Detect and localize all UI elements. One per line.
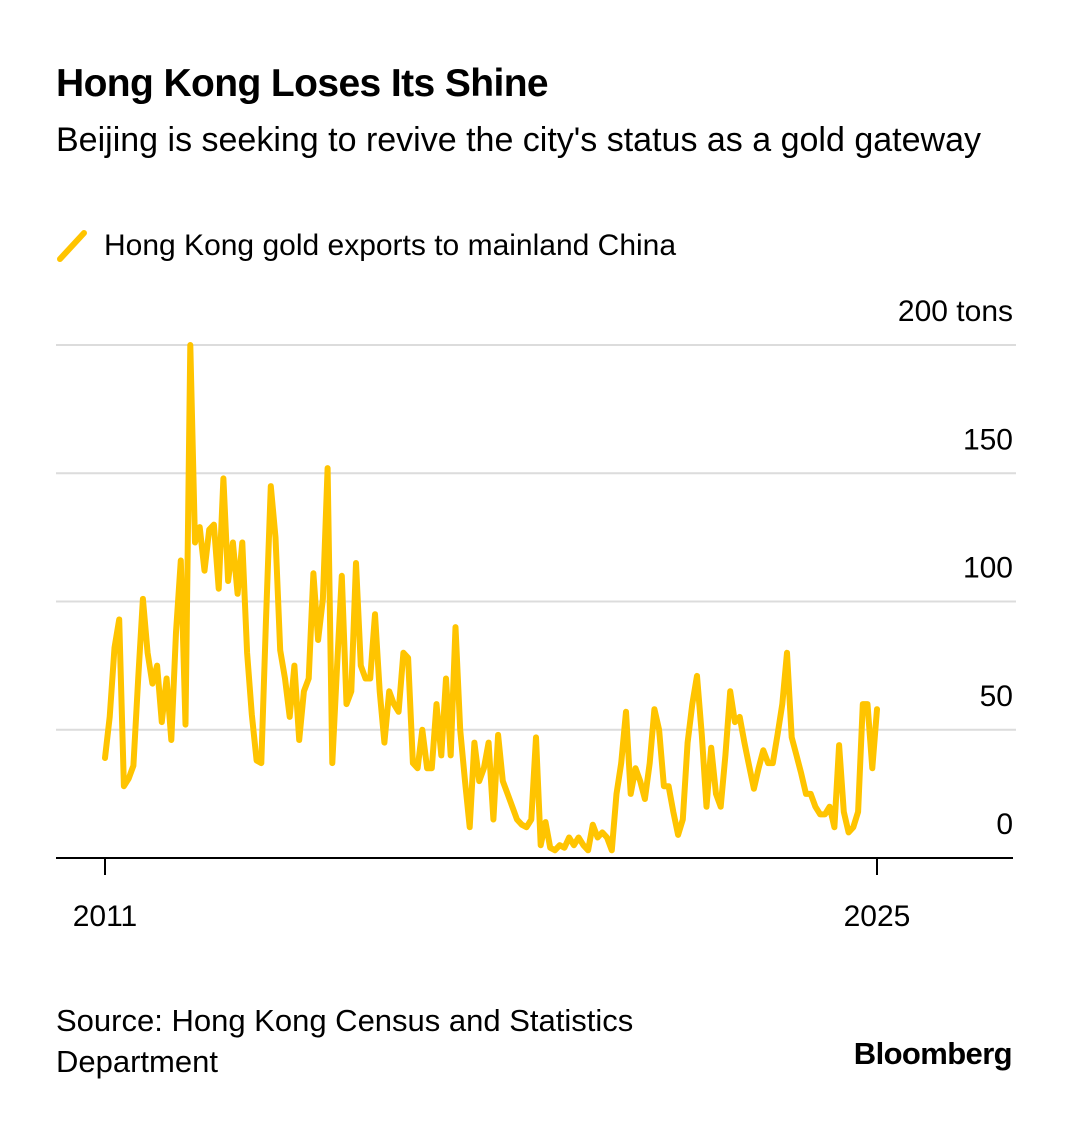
line-chart: 200 tons 150 100 50 0 2011 2025	[56, 295, 1016, 930]
source-note: Source: Hong Kong Census and Statistics …	[56, 1003, 634, 1079]
legend-swatch-icon	[57, 230, 87, 262]
y-tick-label: 100	[963, 552, 1013, 585]
brand-logo: Bloomberg	[853, 1036, 1013, 1071]
chart-title: Hong Kong Loses Its Shine	[56, 62, 549, 105]
y-tick-label: 0	[996, 808, 1013, 841]
x-tick-label: 2011	[73, 900, 138, 930]
y-tick-label: 200 tons	[898, 295, 1013, 328]
y-tick-label: 50	[980, 680, 1013, 713]
legend: Hong Kong gold exports to mainland China	[56, 228, 676, 264]
legend-label: Hong Kong gold exports to mainland China	[104, 229, 677, 262]
chart-subtitle: Beijing is seeking to revive the city's …	[56, 121, 981, 159]
series-line-hk-gold-exports	[102, 342, 880, 854]
x-tick-label: 2025	[844, 900, 911, 930]
y-tick-label: 150	[963, 423, 1013, 456]
